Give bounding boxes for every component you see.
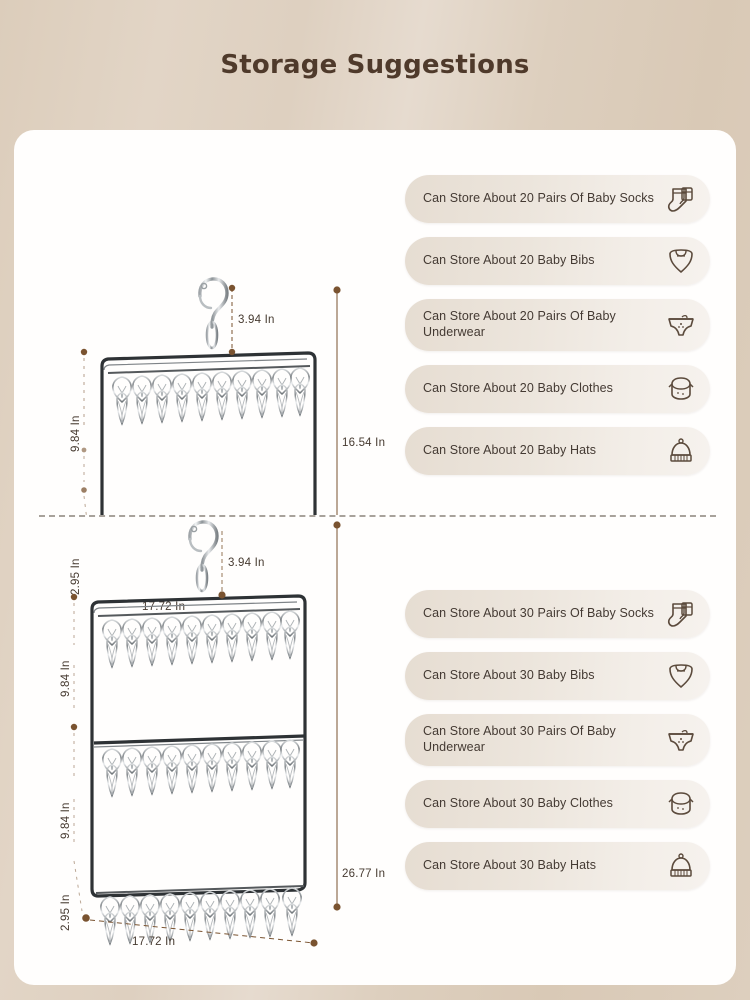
hanger-diagram-3row: 3.94 In 9.84 In 9.84 In 2.95 In 26.77 In… (14, 515, 414, 985)
dimension-total-height-label: 16.54 In (342, 437, 386, 449)
suggestion-list-30: Can Store About 30 Pairs Of Baby Socks C… (405, 590, 710, 890)
suggestion-item[interactable]: Can Store About 20 Pairs Of Baby Socks (405, 175, 710, 223)
clip-row-bottom (100, 887, 302, 945)
clip-row-top (112, 367, 310, 425)
hat-icon (664, 849, 698, 883)
page-header: Storage Suggestions (0, 0, 750, 130)
dimension-line-total-height (333, 286, 341, 604)
suggestion-item[interactable]: Can Store About 30 Pairs Of Baby Socks (405, 590, 710, 638)
dimension-line-hook (228, 284, 236, 356)
suggestion-item[interactable]: Can Store About 20 Baby Clothes (405, 365, 710, 413)
suggestion-label: Can Store About 30 Baby Hats (423, 858, 597, 873)
suggestion-label: Can Store About 20 Baby Bibs (423, 253, 595, 268)
socks-icon (664, 182, 698, 216)
suggestion-label: Can Store About 20 Baby Clothes (423, 381, 614, 396)
suggestion-label: Can Store About 30 Baby Clothes (423, 796, 614, 811)
suggestion-item[interactable]: Can Store About 30 Baby Hats (405, 842, 710, 890)
underwear-icon (664, 308, 698, 342)
clothes-icon (664, 787, 698, 821)
dimension-hook-label: 3.94 In (238, 314, 275, 326)
panel-divider (39, 515, 716, 517)
hanger-diagram-2row: 3.94 In 9.84 In 2.95 In 16.54 In 17.72 I… (14, 130, 414, 613)
hanger-hook-icon (198, 277, 229, 362)
suggestion-label: Can Store About 30 Pairs Of Baby Underwe… (423, 724, 616, 754)
bib-icon (664, 659, 698, 693)
dimension-line-left-upper (80, 348, 88, 482)
clip-row-middle (102, 739, 300, 797)
suggestion-item[interactable]: Can Store About 20 Baby Hats (405, 427, 710, 475)
content-card: 3.94 In 9.84 In 2.95 In 16.54 In 17.72 I… (14, 130, 736, 985)
dimension-width-label: 17.72 In (142, 601, 186, 613)
dimension-middle-label: 9.84 In (60, 802, 72, 839)
dimension-hook-label: 3.94 In (228, 557, 265, 569)
hat-icon (664, 434, 698, 468)
suggestion-item[interactable]: Can Store About 30 Baby Clothes (405, 780, 710, 828)
dimension-lower-label: 2.95 In (60, 894, 72, 931)
dimension-total-height-label: 26.77 In (342, 868, 386, 880)
storage-panel-20: 3.94 In 9.84 In 2.95 In 16.54 In 17.72 I… (14, 130, 736, 613)
hanger-hook-icon (188, 520, 219, 605)
clip-row-top (102, 610, 300, 668)
socks-icon (664, 597, 698, 631)
suggestion-item[interactable]: Can Store About 30 Pairs Of Baby Underwe… (405, 714, 710, 766)
dimension-line-left-lower (81, 487, 102, 586)
dimension-line-total-height (333, 521, 341, 911)
suggestion-item[interactable]: Can Store About 20 Baby Bibs (405, 237, 710, 285)
dimension-line-left-upper (70, 593, 78, 731)
dimension-upper-label: 9.84 In (70, 415, 82, 452)
dimension-line-hook (218, 531, 226, 599)
suggestion-label: Can Store About 30 Baby Bibs (423, 668, 595, 683)
clothes-icon (664, 372, 698, 406)
dimension-line-left-lower (73, 860, 90, 922)
suggestion-label: Can Store About 30 Pairs Of Baby Socks (423, 606, 655, 621)
suggestion-item[interactable]: Can Store About 20 Pairs Of Baby Underwe… (405, 299, 710, 351)
suggestion-label: Can Store About 20 Pairs Of Baby Socks (423, 191, 655, 206)
page-title: Storage Suggestions (220, 50, 530, 80)
suggestion-item[interactable]: Can Store About 30 Baby Bibs (405, 652, 710, 700)
suggestion-label: Can Store About 20 Pairs Of Baby Underwe… (423, 309, 616, 339)
dimension-width-label: 17.72 In (132, 936, 176, 948)
hanger-illustration-2row (80, 277, 341, 612)
suggestion-label: Can Store About 20 Baby Hats (423, 443, 597, 458)
bib-icon (664, 244, 698, 278)
hanger-frame (90, 594, 307, 898)
suggestion-list-20: Can Store About 20 Pairs Of Baby Socks C… (405, 175, 710, 475)
dimension-line-width (89, 919, 318, 947)
underwear-icon (664, 723, 698, 757)
dimension-upper-label: 9.84 In (60, 660, 72, 697)
storage-panel-30: 3.94 In 9.84 In 9.84 In 2.95 In 26.77 In… (14, 515, 736, 985)
hanger-illustration-3row (70, 520, 341, 947)
